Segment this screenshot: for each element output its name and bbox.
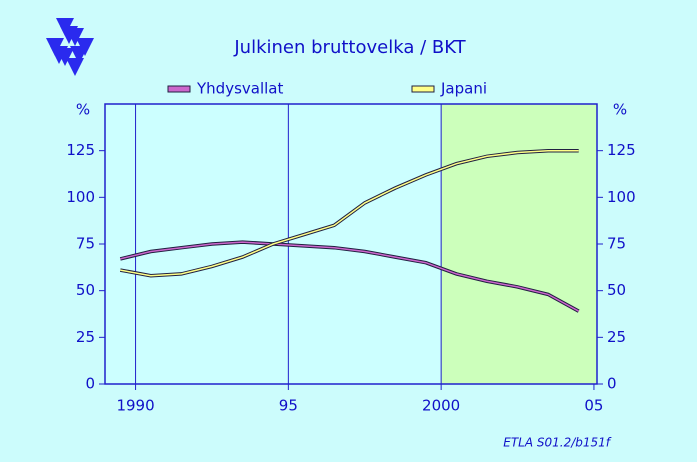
plot-frame <box>104 103 598 385</box>
y-tick-label: 25 <box>76 328 95 346</box>
legend-swatch <box>167 85 191 93</box>
y-axis-label: % <box>76 101 90 119</box>
y2-axis-label: % <box>613 101 627 119</box>
x-tick-label: 2000 <box>422 397 460 415</box>
legend-swatch <box>411 85 435 93</box>
legend-label: Japani <box>440 80 487 98</box>
line <box>120 241 580 312</box>
y-tick-label: 125 <box>66 141 95 159</box>
y2-tick-label: 50 <box>607 281 626 299</box>
forecast-region <box>441 104 597 384</box>
y2-tick-label: 0 <box>607 375 617 393</box>
y2-tick-label: 25 <box>607 328 626 346</box>
y-tick-label: 50 <box>76 281 95 299</box>
line <box>120 149 579 277</box>
y-tick-label: 100 <box>66 188 95 206</box>
chart-title: Julkinen bruttovelka / BKT <box>233 37 466 58</box>
y2-tick-label: 75 <box>607 235 626 253</box>
y2-tick-label: 100 <box>607 188 636 206</box>
x-tick-label: 95 <box>279 397 298 415</box>
legend-label: Yhdysvallat <box>196 80 283 98</box>
y-tick-label: 75 <box>76 235 95 253</box>
footer: ETLA S01.2/b151f <box>503 436 612 450</box>
y-tick-label: 0 <box>85 375 95 393</box>
x-tick-label: 1990 <box>116 397 154 415</box>
x-tick-label: 05 <box>584 397 603 415</box>
y2-tick-label: 125 <box>607 141 636 159</box>
logo <box>46 18 94 76</box>
